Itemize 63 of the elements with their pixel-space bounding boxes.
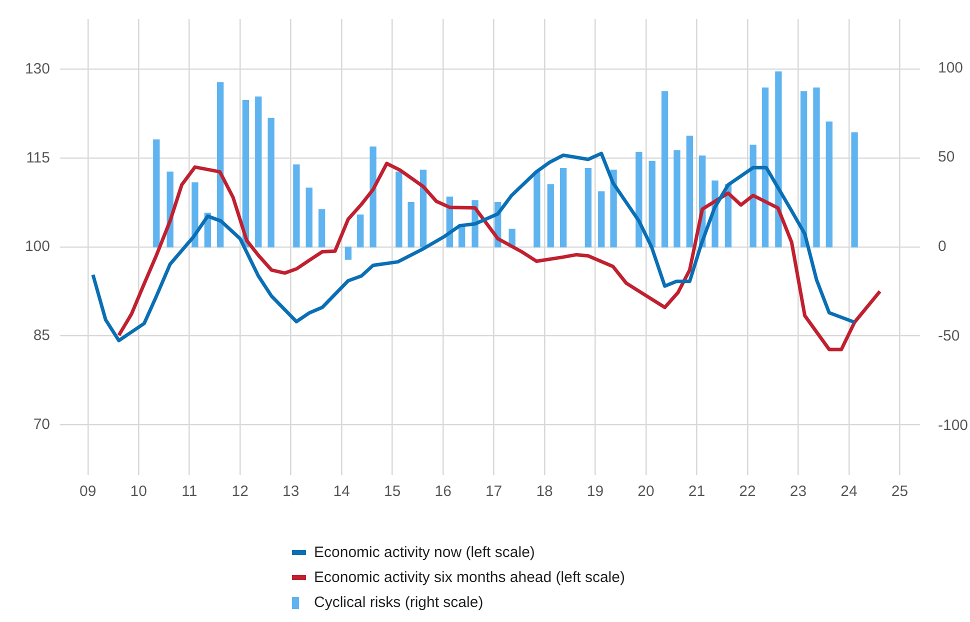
bar [674,150,680,248]
x-tick-label: 24 [840,483,858,500]
bar [686,136,693,248]
bar [750,144,756,248]
bar [534,172,540,248]
x-tick-label: 20 [638,483,654,500]
y2-tick-label: -50 [938,328,960,345]
bar [610,170,617,248]
y2-tick-label: 0 [938,238,946,256]
y-tick-label: 70 [33,416,50,433]
bar [598,191,605,248]
bar [648,160,656,248]
bar [762,88,769,248]
x-tick-label: 14 [333,483,350,500]
x-tick-label: 11 [182,483,198,500]
x-tick-label: 16 [434,483,452,500]
bar [408,202,414,248]
bar [217,82,224,248]
x-tick-label: 18 [536,483,553,500]
x-tick-label: 21 [688,483,706,500]
x-tick-label: 12 [232,483,248,500]
bar [242,100,250,248]
y-tick-label: 85 [33,326,50,344]
legend-label: Cyclical risks (right scale) [314,594,484,611]
bar [357,214,364,248]
bar [851,132,858,248]
x-tick-label: 25 [891,483,908,500]
y-tick-label: 115 [26,149,50,166]
bar [344,246,352,260]
bar [306,188,312,248]
legend-label: Economic activity now (left scale) [314,544,535,561]
x-tick-label: 19 [586,483,604,500]
bar [396,172,402,248]
bar [800,91,808,248]
bar [560,168,567,248]
legend-label: Economic activity six months ahead (left scale) [314,569,625,586]
y2-tick-label: 50 [938,148,955,166]
bar [370,146,376,248]
y-tick-label: 100 [24,238,50,256]
y-tick-label: 130 [24,60,50,78]
bar [318,209,326,248]
bar [661,91,668,248]
bar [636,152,642,248]
x-tick-label: 22 [739,483,756,500]
bar [192,182,198,248]
x-tick-label: 17 [485,483,502,500]
y2-tick-label: 100 [938,59,964,76]
bar [775,71,782,248]
bar [584,168,592,248]
x-tick-label: 23 [790,483,807,500]
bar [255,96,262,248]
bar [293,164,300,248]
x-tick-label: 09 [80,483,96,500]
x-tick-label: 13 [282,483,300,500]
bar [420,170,427,248]
bar [153,139,160,248]
bar [813,88,820,248]
bar [547,184,554,248]
x-tick-label: 10 [130,483,147,500]
y2-tick-label: -100 [938,416,968,434]
bar [826,121,833,248]
x-tick-label: 15 [384,483,401,500]
bar [268,118,274,248]
